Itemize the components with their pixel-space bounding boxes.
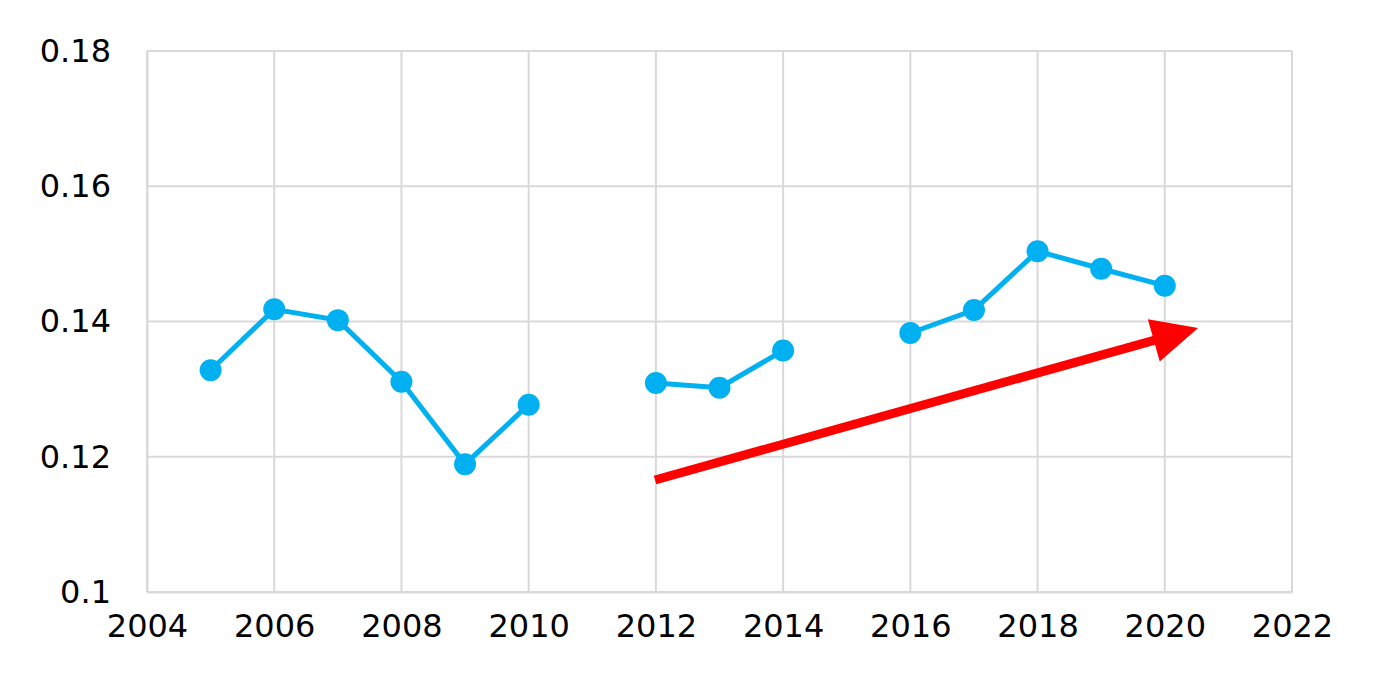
- y-tick-label: 0.1: [60, 573, 111, 611]
- x-tick-label: 2012: [616, 607, 697, 645]
- data-point: [963, 299, 985, 321]
- x-tick: 2020: [1125, 592, 1206, 645]
- y-tick: 0.14: [40, 302, 147, 340]
- x-tick: 2004: [107, 592, 188, 645]
- plot-area: [200, 240, 1176, 475]
- x-tick-label: 2008: [361, 607, 442, 645]
- x-tick-label: 2022: [1252, 607, 1333, 645]
- x-tick-label: 2018: [997, 607, 1078, 645]
- data-point: [899, 322, 921, 344]
- x-tick: 2006: [234, 592, 315, 645]
- data-point: [454, 453, 476, 475]
- x-grid-line: [146, 51, 148, 592]
- data-point: [390, 371, 412, 393]
- data-point: [327, 309, 349, 331]
- y-axis-line: [147, 52, 149, 593]
- x-tick: 2016: [870, 592, 951, 645]
- y-tick-label: 0.16: [40, 167, 111, 205]
- y-tick-label: 0.18: [40, 32, 111, 70]
- x-axis-line: [148, 592, 1293, 594]
- data-point: [1154, 275, 1176, 297]
- x-tick-label: 2010: [488, 607, 569, 645]
- x-tick-label: 2014: [743, 607, 824, 645]
- data-point: [772, 340, 794, 362]
- x-tick: 2022: [1252, 592, 1333, 645]
- y-grid-line: [147, 321, 1292, 323]
- x-tick-label: 2004: [107, 607, 188, 645]
- y-tick: 0.16: [40, 167, 147, 205]
- x-tick-label: 2006: [234, 607, 315, 645]
- data-point: [709, 377, 731, 399]
- x-tick-label: 2020: [1125, 607, 1206, 645]
- x-tick: 2012: [616, 592, 697, 645]
- arrow-head: [1148, 319, 1198, 361]
- data-point: [518, 394, 540, 416]
- data-point: [1090, 258, 1112, 280]
- x-tick: 2014: [743, 592, 824, 645]
- x-axis: 2004 2006 2008 2010 2012 2014 2016 2018 2020 2022: [107, 592, 1333, 645]
- y-tick-label: 0.14: [40, 302, 111, 340]
- y-tick-label: 0.12: [40, 437, 111, 475]
- data-point: [1027, 240, 1049, 262]
- data-point: [645, 372, 667, 394]
- y-axis: 0.1 0.12 0.14 0.16 0.18: [40, 32, 148, 611]
- grid: [147, 51, 1292, 592]
- x-tick: 2010: [488, 592, 569, 645]
- y-tick: 0.18: [40, 32, 147, 70]
- series-line: [211, 251, 1165, 464]
- x-tick: 2018: [997, 592, 1078, 645]
- y-tick: 0.12: [40, 437, 147, 475]
- data-point: [263, 298, 285, 320]
- y-grid-line: [147, 50, 1292, 52]
- y-grid-line: [147, 591, 1292, 593]
- data-point: [200, 359, 222, 381]
- x-tick: 2008: [361, 592, 442, 645]
- y-tick: 0.1: [60, 573, 147, 611]
- chart: 2004 2006 2008 2010 2012 2014 2016 2018 2020 2022…: [0, 0, 1388, 695]
- y-grid-line: [147, 185, 1292, 187]
- x-tick-label: 2016: [870, 607, 951, 645]
- trend-arrow: [655, 319, 1198, 480]
- arrow-shaft: [655, 340, 1156, 480]
